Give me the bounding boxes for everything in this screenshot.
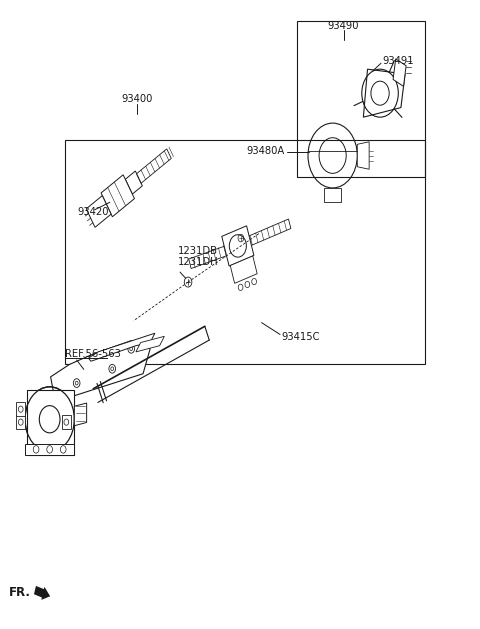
Polygon shape bbox=[25, 443, 74, 455]
Polygon shape bbox=[363, 69, 405, 117]
Text: 93490: 93490 bbox=[328, 21, 360, 31]
Polygon shape bbox=[27, 390, 74, 455]
Text: 93480A: 93480A bbox=[246, 146, 284, 156]
Polygon shape bbox=[16, 403, 25, 416]
Polygon shape bbox=[393, 59, 406, 86]
Text: 93420: 93420 bbox=[78, 207, 109, 216]
Polygon shape bbox=[62, 415, 71, 429]
Polygon shape bbox=[16, 415, 25, 429]
Polygon shape bbox=[88, 333, 155, 361]
Polygon shape bbox=[74, 403, 86, 426]
Polygon shape bbox=[50, 341, 150, 402]
Text: 93415C: 93415C bbox=[281, 332, 320, 342]
Polygon shape bbox=[125, 171, 143, 194]
FancyArrow shape bbox=[34, 586, 50, 600]
Polygon shape bbox=[134, 149, 171, 185]
Polygon shape bbox=[357, 142, 369, 169]
Polygon shape bbox=[246, 219, 291, 247]
Text: 1231DH: 1231DH bbox=[178, 257, 218, 267]
Text: 93400: 93400 bbox=[121, 94, 153, 104]
Polygon shape bbox=[324, 188, 341, 202]
Text: FR.: FR. bbox=[9, 586, 31, 599]
Polygon shape bbox=[230, 256, 257, 283]
Polygon shape bbox=[86, 196, 111, 227]
Text: 1231DB: 1231DB bbox=[178, 246, 217, 256]
Text: 93491: 93491 bbox=[383, 56, 414, 66]
Polygon shape bbox=[101, 175, 134, 217]
Text: REF.56-563: REF.56-563 bbox=[65, 348, 120, 359]
Polygon shape bbox=[136, 337, 164, 352]
Polygon shape bbox=[222, 226, 254, 266]
Polygon shape bbox=[189, 245, 230, 269]
